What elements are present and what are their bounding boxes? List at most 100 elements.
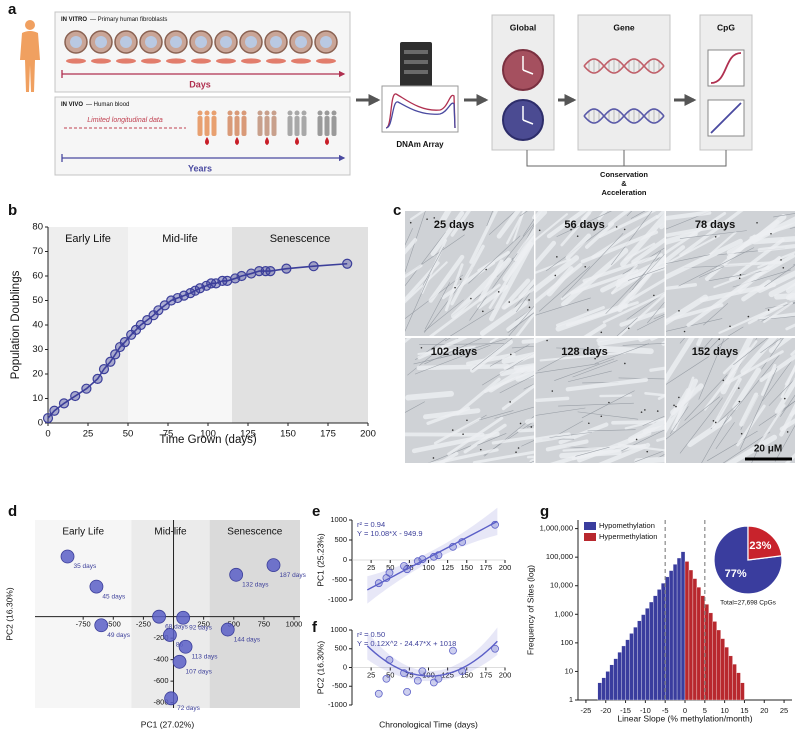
fibroblast	[66, 58, 86, 64]
histogram-bar	[716, 629, 721, 701]
y-axis-label: Population Doublings	[10, 270, 22, 379]
point-label: 72 days	[177, 705, 201, 712]
debris	[530, 426, 533, 428]
x-tick-label: 200	[499, 563, 512, 572]
cell-streak	[755, 404, 786, 450]
cell-streak	[486, 211, 493, 227]
cell-streak	[703, 303, 729, 326]
person	[227, 116, 233, 136]
cell-streak	[561, 233, 624, 298]
panel-label: c	[393, 202, 401, 219]
cell-streak	[556, 211, 612, 237]
cell-streak	[428, 283, 501, 336]
cell-streak	[547, 161, 597, 204]
cell-nucleus	[270, 36, 282, 48]
cell-streak	[477, 433, 507, 446]
cell-streak	[679, 230, 747, 239]
blood-drop	[295, 137, 299, 145]
cell-streak	[405, 261, 448, 304]
scale-bar-label: 20 μM	[754, 444, 782, 455]
cell-streak	[416, 363, 510, 371]
body-icon	[20, 31, 40, 92]
cell-streak	[559, 449, 622, 459]
debris	[497, 291, 500, 293]
debris	[482, 310, 484, 313]
region-label: Mid-life	[162, 233, 197, 245]
annotation: r² = 0.50	[357, 630, 385, 639]
gene-box	[577, 14, 671, 151]
debris	[588, 422, 590, 425]
cell-streak	[567, 370, 612, 382]
cell-nucleus	[195, 36, 207, 48]
data-point	[236, 270, 247, 282]
x-tick-label: 5	[703, 706, 707, 715]
cell-row	[64, 30, 338, 64]
point-label: 49 days	[107, 632, 131, 639]
cell-streak	[433, 417, 482, 445]
cell-nucleus	[320, 36, 332, 48]
cell-streak	[520, 365, 534, 373]
debris	[747, 315, 750, 318]
cell-streak	[647, 301, 665, 324]
x-tick-label: 25	[367, 670, 375, 679]
cell-streak	[598, 211, 657, 238]
cell-streak	[666, 303, 724, 323]
cell-streak	[757, 316, 795, 321]
cell-streak	[699, 264, 730, 278]
debris	[644, 409, 646, 411]
debris	[738, 400, 741, 403]
cell-streak	[722, 347, 751, 375]
micrograph	[405, 161, 597, 336]
point-label: 144 days	[234, 636, 261, 643]
cell-streak	[506, 211, 526, 245]
data-point	[110, 349, 121, 360]
cell-streak	[696, 338, 704, 347]
cell-streak	[479, 410, 514, 421]
cell-streak	[496, 211, 521, 239]
cell-streak	[447, 416, 504, 456]
x-tick-label: 175	[320, 429, 336, 440]
data-point	[70, 390, 81, 402]
years-label: Years	[188, 163, 212, 173]
cell-streak	[575, 446, 610, 457]
cell-streak	[625, 465, 691, 471]
cell-streak	[577, 411, 639, 420]
cell-nucleus	[170, 36, 182, 48]
cell-streak	[723, 354, 780, 425]
cell-streak	[785, 288, 795, 300]
person	[317, 110, 323, 116]
region-label: Early Life	[65, 233, 111, 245]
x-tick-label: 50	[123, 429, 134, 440]
debris	[740, 432, 743, 435]
region	[232, 227, 368, 423]
cell-streak	[607, 469, 663, 472]
x-tick-label: -500	[106, 620, 121, 629]
in-vitro-title: IN VITRO	[61, 17, 87, 23]
cell-streak	[518, 278, 534, 299]
y-tick-label: 1	[569, 695, 573, 704]
chart: g -25 -20 -15 -10 -5 0 5 10 15 20 25 1 10 100 1,000 10,0…	[525, 503, 792, 723]
cell-streak	[774, 400, 795, 418]
cell-streak	[768, 338, 793, 353]
cell-streak	[608, 211, 631, 226]
cell-streak	[522, 218, 534, 237]
cell-streak	[558, 402, 634, 407]
cell-streak	[472, 450, 534, 463]
data-point	[418, 555, 427, 564]
data-point	[164, 691, 179, 706]
histogram-bar	[684, 561, 690, 701]
data-point	[403, 565, 411, 574]
cell-streak	[491, 435, 534, 445]
fibroblast	[191, 58, 211, 64]
cell-streak	[666, 234, 720, 266]
density-curve	[385, 101, 456, 129]
data-point	[60, 549, 75, 564]
fibroblast	[316, 58, 336, 64]
histogram-bar	[672, 564, 678, 701]
y-tick-label: 500	[334, 644, 347, 653]
debris	[451, 429, 454, 431]
point-label: 92 days	[189, 624, 213, 631]
cell-streak	[763, 302, 793, 323]
x-tick-label: 15	[740, 706, 748, 715]
y-tick-label: -1000	[328, 595, 347, 604]
